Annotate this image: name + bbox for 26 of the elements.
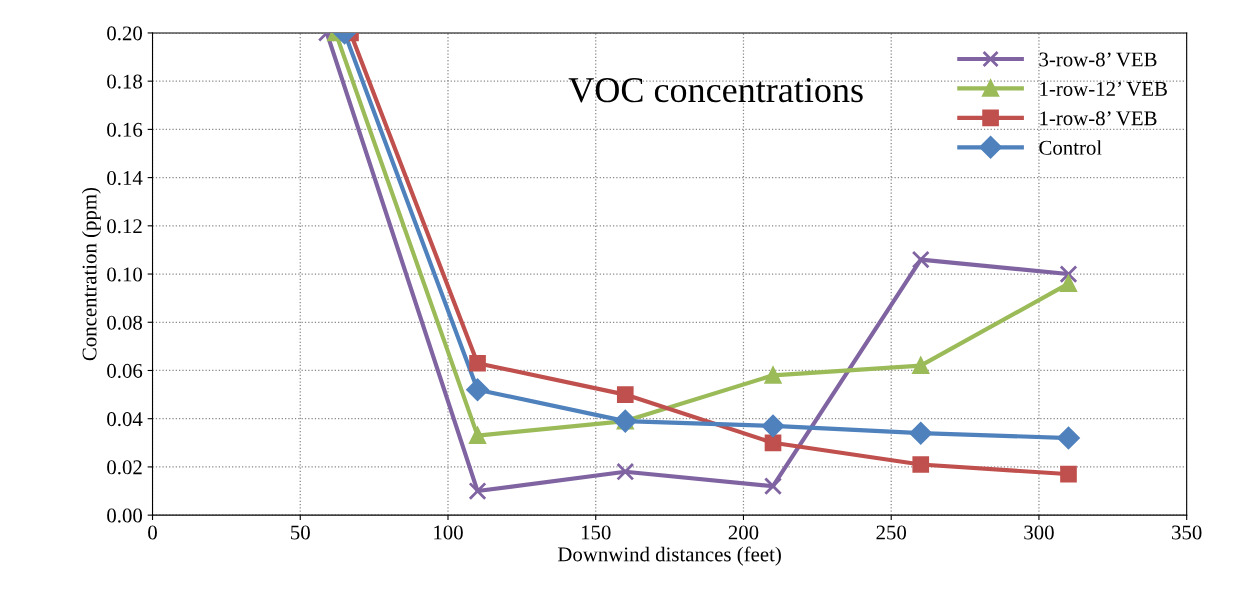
- y-tick-label: 0.12: [107, 219, 142, 234]
- x-tick-label: 0: [148, 525, 157, 540]
- x-tick-label: 100: [434, 525, 463, 540]
- x-tick-label: 50: [291, 525, 310, 540]
- y-tick-label: 0.16: [107, 122, 143, 137]
- y-tick-label: 0.14: [107, 170, 143, 186]
- y-tick-label: 0.00: [107, 508, 142, 523]
- x-tick-label: 250: [876, 525, 907, 540]
- x-axis-title: Downwind distances (feet): [557, 546, 781, 566]
- y-tick-label: 0.18: [107, 74, 142, 89]
- x-tick-label: 350: [1172, 525, 1202, 540]
- legend-label: 1-row-12’ VEB: [1040, 81, 1167, 97]
- legend-label: Control: [1039, 140, 1102, 155]
- y-tick-label: 0.04: [107, 412, 143, 427]
- text: VOC concentrations: [568, 77, 863, 103]
- x-tick-label: 300: [1024, 525, 1054, 540]
- y-tick-label: 0.10: [107, 267, 142, 282]
- y-axis-title: Concentration (ppm): [81, 187, 101, 361]
- y-tick-label: 0.06: [107, 363, 143, 379]
- y-tick-label: 0.08: [107, 315, 142, 330]
- x-tick-label: 150: [581, 525, 611, 540]
- legend-label: 3-row-8’ VEB: [1039, 52, 1157, 67]
- x-tick-label: 200: [728, 525, 759, 540]
- y-tick-label: 0.20: [107, 26, 142, 41]
- y-tick-label: 0.02: [107, 460, 142, 475]
- legend-label: 1-row-8’ VEB: [1040, 111, 1157, 126]
